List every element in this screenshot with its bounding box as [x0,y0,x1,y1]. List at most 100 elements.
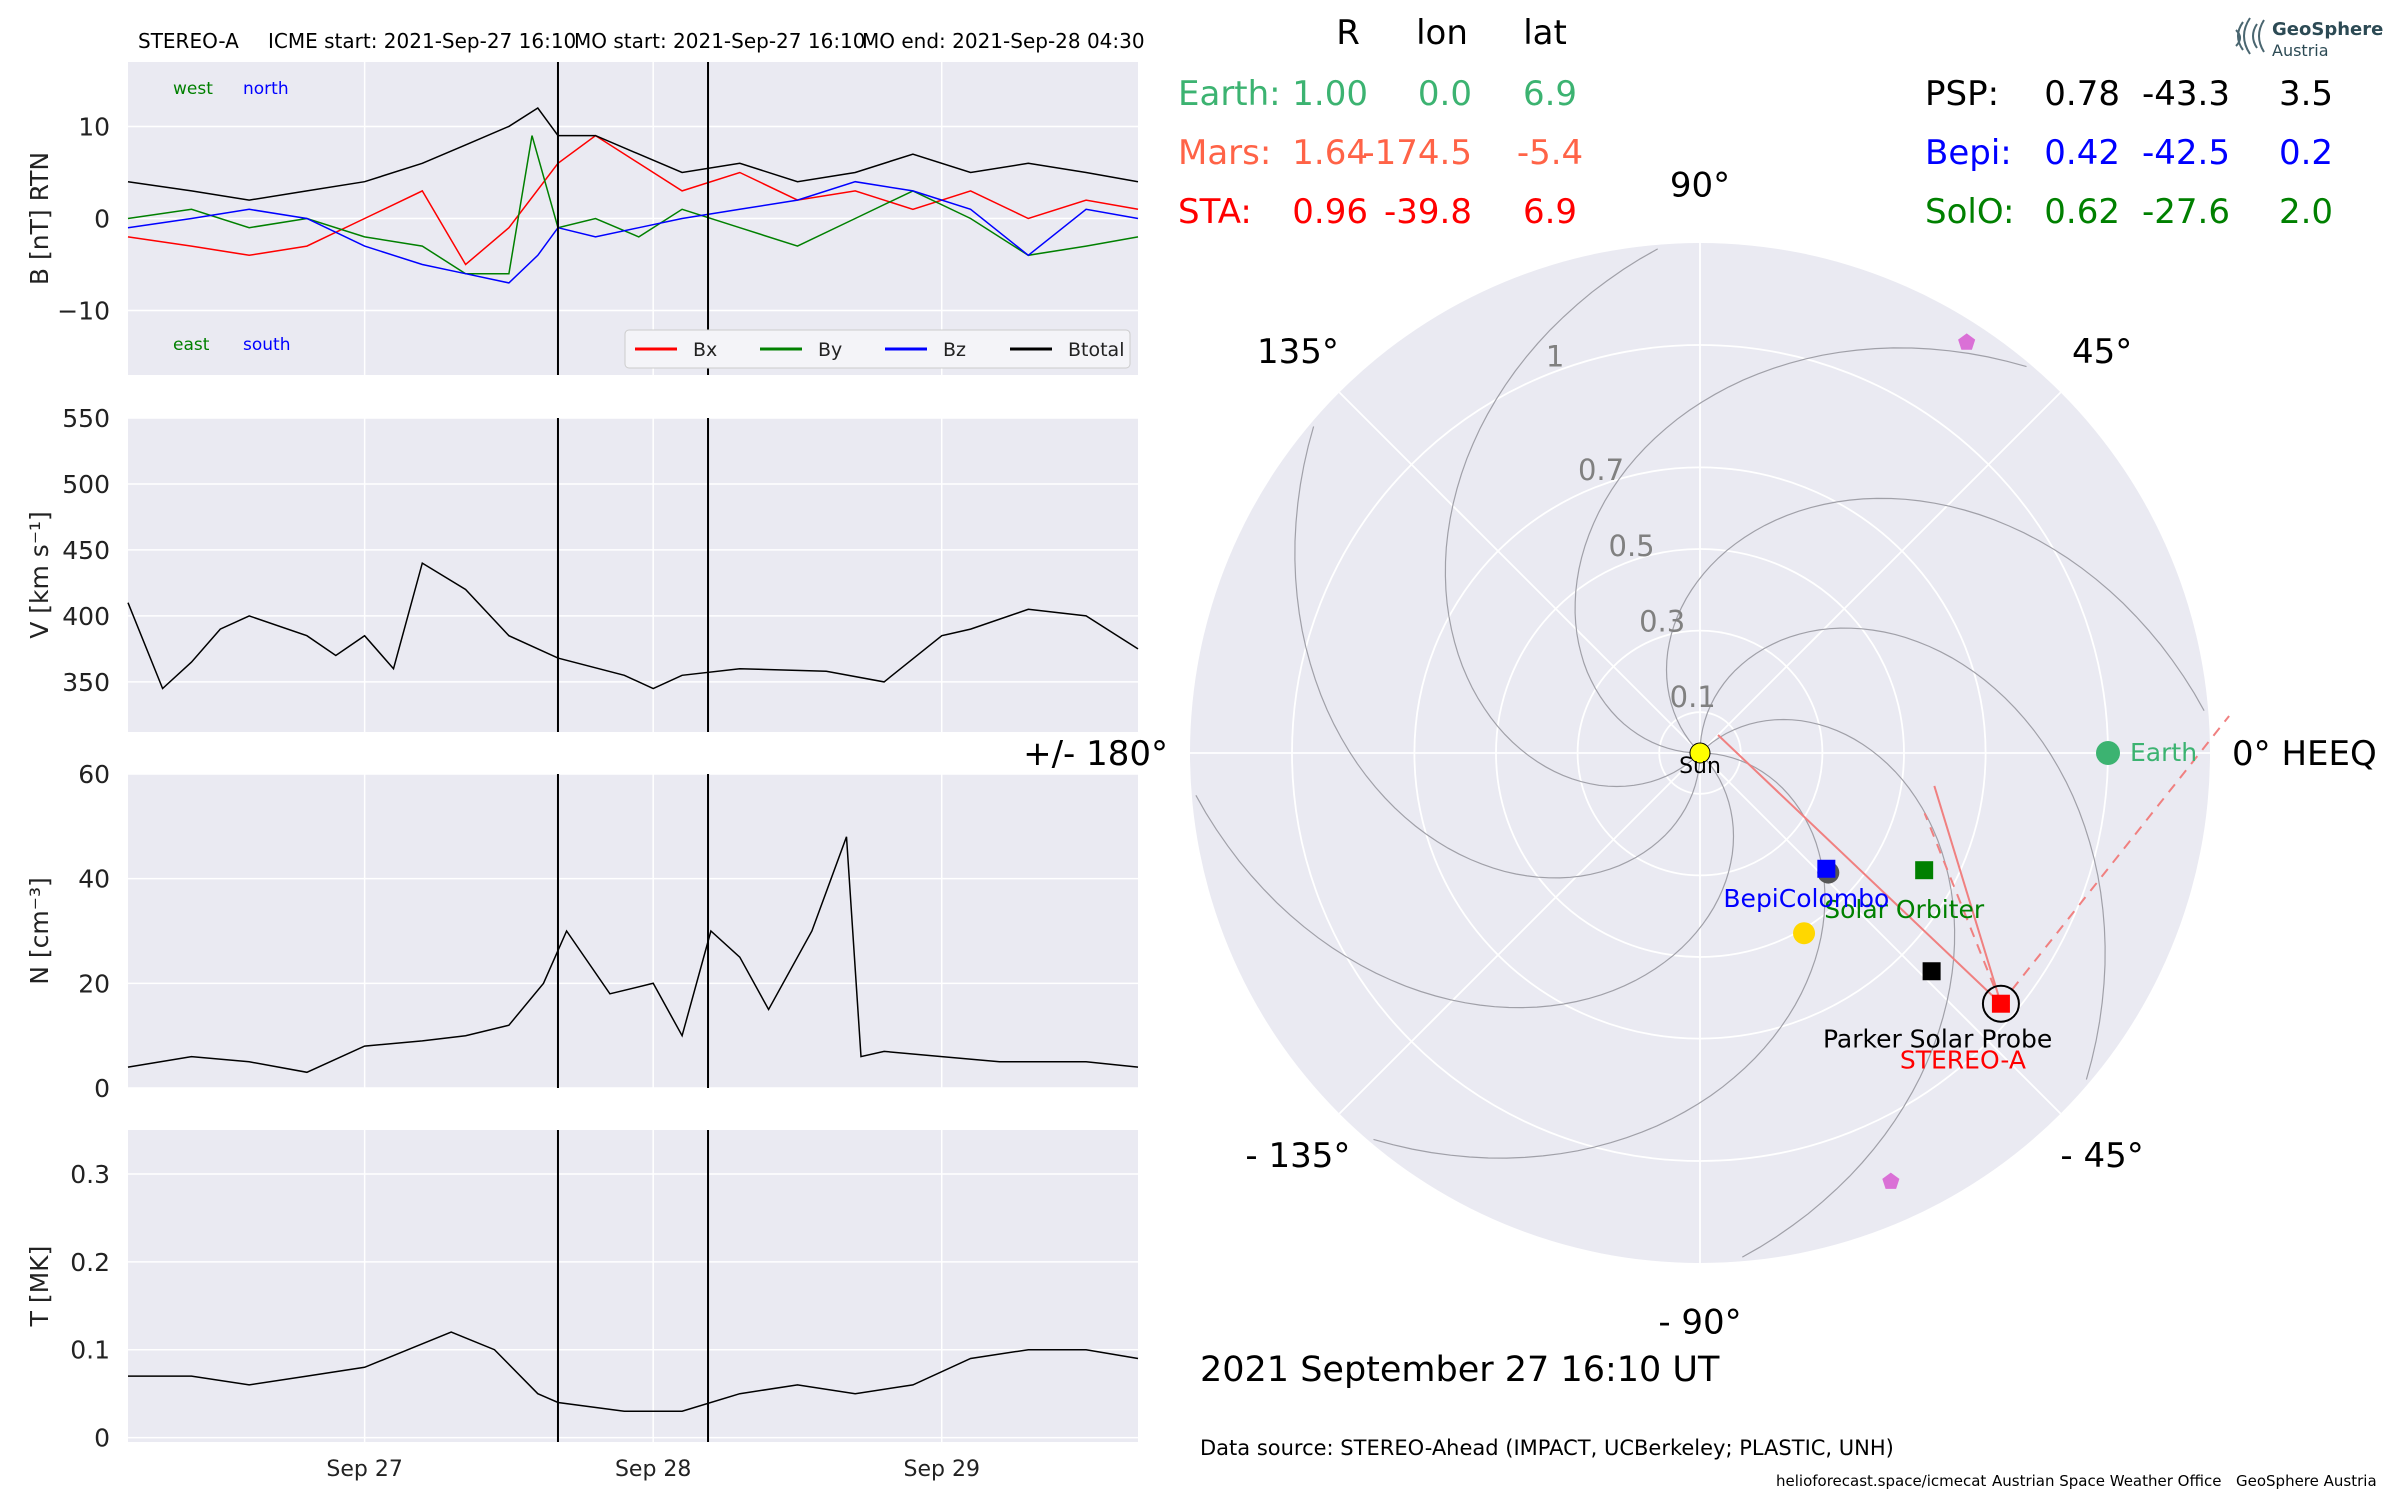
sta-fov-dashed-line [1923,812,2002,1005]
y-tick-label: 0 [94,205,110,234]
polar-angle-label: +/- 180° [1023,734,1168,774]
body-marker-pentagon [1882,1172,1900,1189]
table-cell-r: 0.96 [1292,192,1368,232]
b-corner-labels: west north east south [173,79,290,355]
series-line-Bx [127,134,1139,266]
legend-box [624,329,1131,369]
table-cell-lat: 6.9 [1523,192,1577,232]
table-cell-r: 0.42 [2044,133,2120,173]
y-axis-label: V [km s⁻¹] [25,511,54,639]
col-header-lon: lon [1416,13,1468,53]
series-line-Bz [127,180,1139,284]
sta-fov-dashed-line [2000,715,2230,1005]
table-cell-name: Earth: [1178,74,1281,114]
logo-text-line1: GeoSphere [2272,19,2383,40]
label-south: south [243,335,290,355]
body-marker-bepicolombo [1817,859,1836,878]
sun-sta-line [1717,734,2002,1005]
legend: Bx By Bz Btotal [624,329,1131,369]
footer-org: GeoSphere Austria [2236,1472,2377,1490]
panel-speed: 550 500 450 400 350 V [km s⁻¹] [25,404,1139,732]
plot-area [128,1130,1138,1442]
position-table: R lon lat Earth: 1.00 0.0 6.9 Mars: 1.64-174.… [1178,13,2333,232]
legend-label-Btotal: Btotal [1068,339,1124,361]
polar-spoke [1338,391,1701,754]
polar-angle-label: 90° [1670,165,1730,205]
col-header-r: R [1336,13,1360,53]
polar-angle-label: - 135° [1245,1136,1350,1176]
y-tick-label: 0.2 [70,1248,110,1277]
y-tick-label: 40 [78,865,110,894]
polar-angle-label: 135° [1257,332,1339,372]
table-cell-r: 1.00 [1292,74,1368,114]
polar-r-tick-label: 0.1 [1670,680,1716,714]
series-line-Btotal [127,106,1139,201]
table-cell-lon: -39.8 [1384,192,1472,232]
sta-ring [1981,984,2020,1023]
table-cell-lon: -27.6 [2142,192,2230,232]
series-line-V [127,561,1139,690]
body-marker-solar-orbiter [1915,861,1934,880]
y-tick-label: 400 [62,602,110,631]
spiral-line [1373,752,1826,1159]
table-cell-r: 0.62 [2044,192,2120,232]
polar-r-tick-label: 0.5 [1609,529,1655,563]
y-axis-label: N [cm⁻³] [25,877,54,984]
y-tick-label: 0 [94,1424,110,1453]
y-tick-label: 0.1 [70,1336,110,1365]
polar-spoke [1699,752,2062,1115]
body-label-bepicolombo: BepiColombo [1723,884,1889,913]
y-tick-label: 350 [62,668,110,697]
polar-position-plot: 0.1 0.3 0.5 0.7 1 90° 45° 0° HEEQ - 45° - 90° - 13… [1023,165,2377,1342]
label-east: east [173,335,210,355]
polar-r-tick-label: 1 [1546,340,1564,374]
plot-area [128,418,1138,732]
table-cell-lat: 2.0 [2279,192,2333,232]
table-cell-lat: 3.5 [2279,74,2333,114]
col-header-lat: lat [1523,13,1567,53]
body-marker-earth [2096,741,2120,765]
polar-angle-label: - 90° [1658,1303,1741,1343]
legend-label-Bx: Bx [693,339,717,361]
header: STEREO-A ICME start: 2021-Sep-27 16:10 M… [138,29,1145,53]
header-mo-end: MO end: 2021-Sep-28 04:30 [862,29,1145,53]
geosphere-logo: GeoSphere Austria [2235,17,2383,60]
legend-label-Bz: Bz [943,339,966,361]
spiral-line [1294,426,1701,879]
table-cell-lat: 6.9 [1523,74,1577,114]
y-tick-label: 500 [62,470,110,499]
data-source: Data source: STEREO-Ahead (IMPACT, UCBer… [1200,1436,1894,1460]
spiral-line [1699,627,2106,1080]
panel-temperature: 0.3 0.2 0.1 0 T [MK] Sep 27 Sep 28 Sep 29 [25,1130,1139,1482]
y-tick-label: 20 [78,969,110,998]
table-cell-lat: 0.2 [2279,133,2333,173]
polar-angle-label: 0° HEEQ [2232,734,2377,774]
date-time: 2021 September 27 16:10 UT [1200,1350,1720,1390]
body-marker-parker-solar-probe [1922,962,1941,981]
body-label-earth: Earth [2130,738,2197,767]
y-axis-label: B [nT] RTN [25,152,54,285]
table-cell-lat: -5.4 [1517,133,1583,173]
table-cell-lon: -43.3 [2142,74,2230,114]
body-marker-pentagon [1958,333,1976,350]
y-tick-label: −10 [57,297,110,326]
body-marker-sun [1689,742,1711,764]
body-label-stereo-a: STEREO-A [1900,1046,2026,1075]
header-spacecraft: STEREO-A [138,29,239,53]
table-cell-name: Mars: [1178,133,1271,173]
spiral-line [1574,347,2027,754]
spiral-line [1444,248,1695,788]
footer-office: Austrian Space Weather Office [1992,1472,2221,1490]
polar-spoke [1338,752,1701,1115]
sta-fov-line [1933,785,2002,1005]
body-label-parker-solar-probe: Parker Solar Probe [1823,1024,2052,1053]
table-cell-lon: -174.5 [1362,133,1472,173]
y-tick-label: 60 [78,760,110,789]
x-tick-label: Sep 28 [615,1457,691,1482]
polar-angle-label: 45° [2072,332,2132,372]
spiral-line [1195,758,1735,1009]
panel-magnetic-field: 10 0 −10B [nT] RTN Bx By Bz Btotal [25,62,1139,375]
table-cell-lon: -42.5 [2142,133,2230,173]
y-tick-label: 550 [62,404,110,433]
label-west: west [173,79,213,99]
